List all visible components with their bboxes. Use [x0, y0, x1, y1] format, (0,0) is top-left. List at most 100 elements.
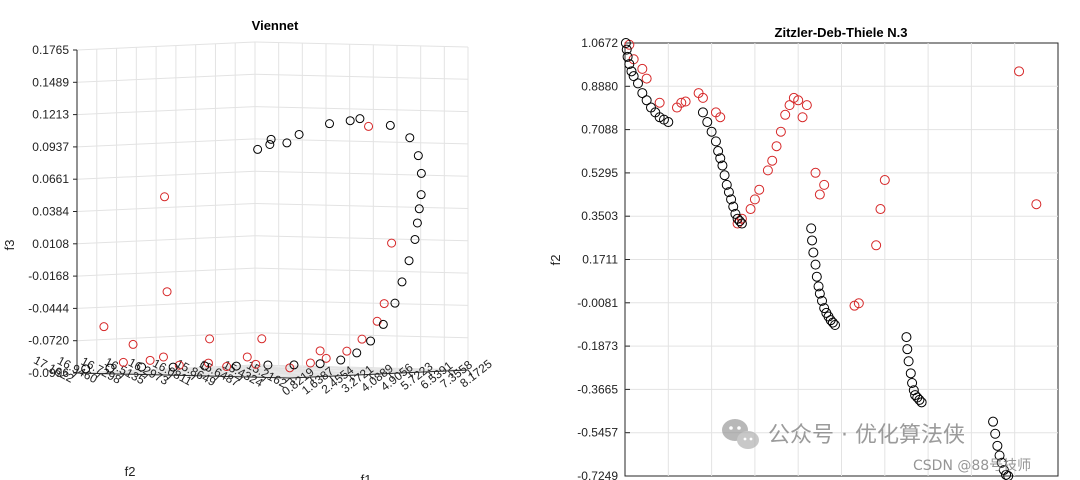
black-marker: [736, 218, 747, 229]
y-tick-mark: [214, 375, 220, 381]
x-axis-line: [289, 369, 469, 379]
black-marker: [621, 44, 632, 55]
black-marker: [721, 179, 732, 190]
black-marker: [168, 362, 178, 372]
red-marker: [128, 339, 138, 349]
black-marker: [1001, 469, 1012, 480]
black-marker: [1003, 471, 1014, 480]
red-marker: [767, 155, 778, 166]
black-marker: [413, 151, 423, 161]
grid-line: [76, 106, 256, 116]
grid-line: [171, 366, 350, 376]
z-tick-label: 0.1765: [32, 43, 69, 57]
black-marker: [366, 336, 376, 346]
red-marker: [654, 97, 665, 108]
y-tick-mark: [238, 376, 244, 382]
y-tick-mark: [190, 375, 196, 381]
zdt3-y-axis-label: f2: [548, 255, 563, 266]
red-marker: [749, 194, 760, 205]
black-marker: [641, 95, 652, 106]
viennet-x-axis-label: f1: [361, 472, 372, 480]
grid-line: [124, 365, 303, 375]
z-tick-label: 0.1489: [32, 75, 69, 89]
z-tick-label: -0.0720: [28, 334, 69, 348]
black-marker: [905, 368, 916, 379]
black-marker: [726, 194, 737, 205]
black-marker: [390, 298, 400, 308]
red-marker: [780, 109, 791, 120]
zdt3-points: [620, 38, 1042, 480]
black-marker: [282, 138, 292, 148]
x-tick-mark: [348, 375, 354, 381]
z-tick-label: -0.0996: [28, 366, 69, 380]
black-marker: [289, 360, 299, 370]
grid-line: [266, 368, 445, 378]
red-marker: [641, 73, 652, 84]
black-marker: [266, 134, 276, 144]
viennet-title: Viennet: [252, 18, 299, 33]
black-marker: [416, 168, 426, 178]
black-marker: [807, 235, 818, 246]
grid-line: [254, 138, 469, 145]
red-marker: [697, 92, 708, 103]
z-tick-label: 0.0108: [32, 237, 69, 251]
red-marker: [160, 192, 170, 202]
grid-line: [76, 299, 256, 309]
y-tick-label: 0.3503: [581, 209, 618, 223]
black-marker: [412, 218, 422, 228]
red-marker: [871, 240, 882, 251]
grid-line: [76, 203, 256, 212]
red-marker: [145, 355, 155, 365]
black-marker: [813, 281, 824, 292]
grid-line: [254, 267, 469, 274]
red-marker: [321, 353, 331, 363]
y-tick-label: -0.1873: [577, 339, 618, 353]
grid-line: [254, 299, 469, 306]
black-marker: [994, 450, 1005, 461]
black-marker: [405, 133, 415, 143]
grid-line: [100, 365, 279, 375]
black-marker: [730, 208, 741, 219]
red-marker: [771, 141, 782, 152]
red-marker: [680, 96, 691, 107]
red-marker: [357, 334, 367, 344]
grid-line: [76, 138, 256, 148]
z-tick-label: 0.0661: [32, 172, 69, 186]
grid-line: [254, 73, 469, 80]
red-marker: [174, 360, 184, 370]
red-marker: [379, 299, 389, 309]
black-marker: [728, 201, 739, 212]
black-marker: [710, 136, 721, 147]
y-tick-mark: [96, 373, 102, 378]
black-marker: [702, 117, 713, 128]
grid-line: [76, 332, 256, 342]
wechat-icon: [722, 419, 759, 449]
grid-line: [76, 364, 256, 374]
black-marker: [903, 356, 914, 367]
black-marker: [263, 360, 273, 370]
black-marker: [808, 247, 819, 258]
black-marker: [325, 119, 335, 129]
grid-line: [156, 368, 370, 375]
black-marker: [902, 344, 913, 355]
red-marker: [342, 346, 352, 356]
black-marker: [706, 126, 717, 137]
black-marker: [819, 303, 830, 314]
black-marker: [637, 88, 648, 99]
y-tick-mark: [261, 377, 267, 382]
y-tick-mark: [119, 373, 125, 379]
black-marker: [628, 71, 639, 82]
red-marker: [715, 112, 726, 123]
red-marker: [99, 322, 109, 332]
x-tick-mark: [388, 373, 394, 379]
grid-line: [235, 365, 449, 372]
y-tick-label: 0.7088: [581, 123, 618, 137]
red-marker: [801, 100, 812, 111]
grid-line: [96, 371, 310, 378]
red-marker: [205, 334, 215, 344]
watermark-text: 公众号 · 优化算法侠: [768, 423, 965, 448]
black-marker: [830, 320, 841, 331]
y-tick-label: -0.0081: [577, 296, 618, 310]
red-marker: [736, 213, 747, 224]
